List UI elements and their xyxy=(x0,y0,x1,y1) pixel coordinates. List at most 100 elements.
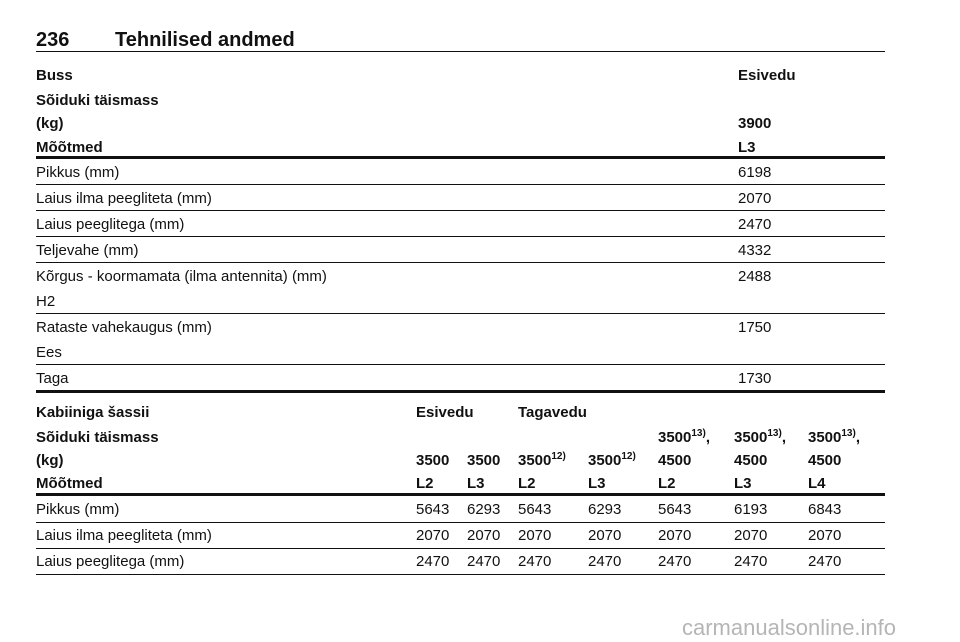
rule xyxy=(36,210,885,211)
cell-value: 3500 xyxy=(416,452,450,469)
footnote-ref: 12) xyxy=(621,451,636,462)
row-label: Laius peeglitega (mm) xyxy=(36,553,185,570)
rule xyxy=(36,493,885,496)
cell: 2470 xyxy=(738,216,772,233)
cell: L2 xyxy=(416,475,434,492)
rule xyxy=(36,548,885,549)
row-label: Mõõtmed xyxy=(36,139,103,156)
row-label: (kg) xyxy=(36,452,64,469)
row-label: Laius ilma peegliteta (mm) xyxy=(36,190,212,207)
cell: 6293 xyxy=(588,501,622,518)
group-head: Esivedu xyxy=(416,404,474,421)
cell: 2470 xyxy=(518,553,552,570)
row-label: Laius peeglitega (mm) xyxy=(36,216,185,233)
col-label: Kabiiniga šassii xyxy=(36,404,150,421)
row-label: Taga xyxy=(36,370,69,387)
cell: 2470 xyxy=(467,553,501,570)
cell: 3500 xyxy=(416,452,449,470)
cell-value: 3500 xyxy=(808,429,842,446)
cell-value: 3500 xyxy=(588,452,622,469)
cell: 3900 xyxy=(738,115,772,132)
cell: 2470 xyxy=(658,553,692,570)
cell: L3 xyxy=(738,139,756,156)
punct: , xyxy=(855,429,860,446)
cell: L4 xyxy=(808,475,826,492)
cell: 350012) xyxy=(518,452,566,470)
page-title: Tehnilised andmed xyxy=(115,29,295,51)
row-label: Laius ilma peegliteta (mm) xyxy=(36,527,212,544)
row-label: Pikkus (mm) xyxy=(36,164,120,181)
cell-value: 3500 xyxy=(518,452,552,469)
punct: , xyxy=(705,429,710,446)
cell: 350012) xyxy=(588,452,636,470)
cell: L2 xyxy=(518,475,536,492)
cell: 6293 xyxy=(467,501,501,518)
cell: 6193 xyxy=(734,501,768,518)
cell: L2 xyxy=(658,475,676,492)
footnote-ref: 13) xyxy=(767,428,782,439)
punct: , xyxy=(781,429,786,446)
group-head: Tagavedu xyxy=(518,404,587,421)
cell: 2070 xyxy=(738,190,772,207)
cell: 6198 xyxy=(738,164,772,181)
rule xyxy=(36,236,885,237)
cell: 2070 xyxy=(467,527,501,544)
row-label: Rataste vahekaugus (mm) xyxy=(36,319,212,336)
cell: 2070 xyxy=(734,527,768,544)
cell: 1750 xyxy=(738,319,772,336)
cell: 3500 xyxy=(467,452,500,470)
row-label: Pikkus (mm) xyxy=(36,501,120,518)
footnote-ref: 13) xyxy=(691,428,706,439)
cell: 5643 xyxy=(658,501,692,518)
cell: 2070 xyxy=(588,527,622,544)
cell: 2470 xyxy=(416,553,450,570)
cell: 1730 xyxy=(738,370,772,387)
footnote-ref: 12) xyxy=(551,451,566,462)
cell: 350013), xyxy=(808,429,860,447)
rule xyxy=(36,364,885,365)
cell: L3 xyxy=(734,475,752,492)
cell: 2070 xyxy=(518,527,552,544)
cell: 350013), xyxy=(734,429,786,447)
col-label: Buss xyxy=(36,67,73,84)
rule xyxy=(36,51,885,52)
col-head: Esivedu xyxy=(738,67,796,84)
cell: 6843 xyxy=(808,501,842,518)
cell: 4500 xyxy=(658,452,692,469)
row-label: Sõiduki täismass xyxy=(36,92,159,109)
cell: 2488 xyxy=(738,268,772,285)
cell-value: 3500 xyxy=(658,429,692,446)
cell: 4500 xyxy=(808,452,842,469)
rule xyxy=(36,156,885,159)
footnote-ref: 13) xyxy=(841,428,856,439)
cell: L3 xyxy=(467,475,485,492)
cell: 350013), xyxy=(658,429,710,447)
cell: 2070 xyxy=(416,527,450,544)
row-label: (kg) xyxy=(36,115,64,132)
watermark: carmanualsonline.info xyxy=(682,615,897,640)
cell: L3 xyxy=(588,475,606,492)
cell: 2470 xyxy=(808,553,842,570)
rule xyxy=(36,184,885,185)
row-label: Teljevahe (mm) xyxy=(36,242,139,259)
rule xyxy=(36,574,885,575)
cell: 2470 xyxy=(734,553,768,570)
cell: 5643 xyxy=(416,501,450,518)
cell: 4332 xyxy=(738,242,772,259)
cell-value: 3500 xyxy=(467,452,501,469)
cell: 4500 xyxy=(734,452,768,469)
page-number: 236 xyxy=(36,29,70,51)
rule xyxy=(36,262,885,263)
rule xyxy=(36,390,885,393)
cell: 5643 xyxy=(518,501,552,518)
row-label: Mõõtmed xyxy=(36,475,103,492)
rule xyxy=(36,522,885,523)
rule xyxy=(36,313,885,314)
cell: 2070 xyxy=(808,527,842,544)
row-label: Sõiduki täismass xyxy=(36,429,159,446)
cell: 2470 xyxy=(588,553,622,570)
row-sub: Ees xyxy=(36,344,62,361)
cell: 2070 xyxy=(658,527,692,544)
cell-value: 3500 xyxy=(734,429,768,446)
